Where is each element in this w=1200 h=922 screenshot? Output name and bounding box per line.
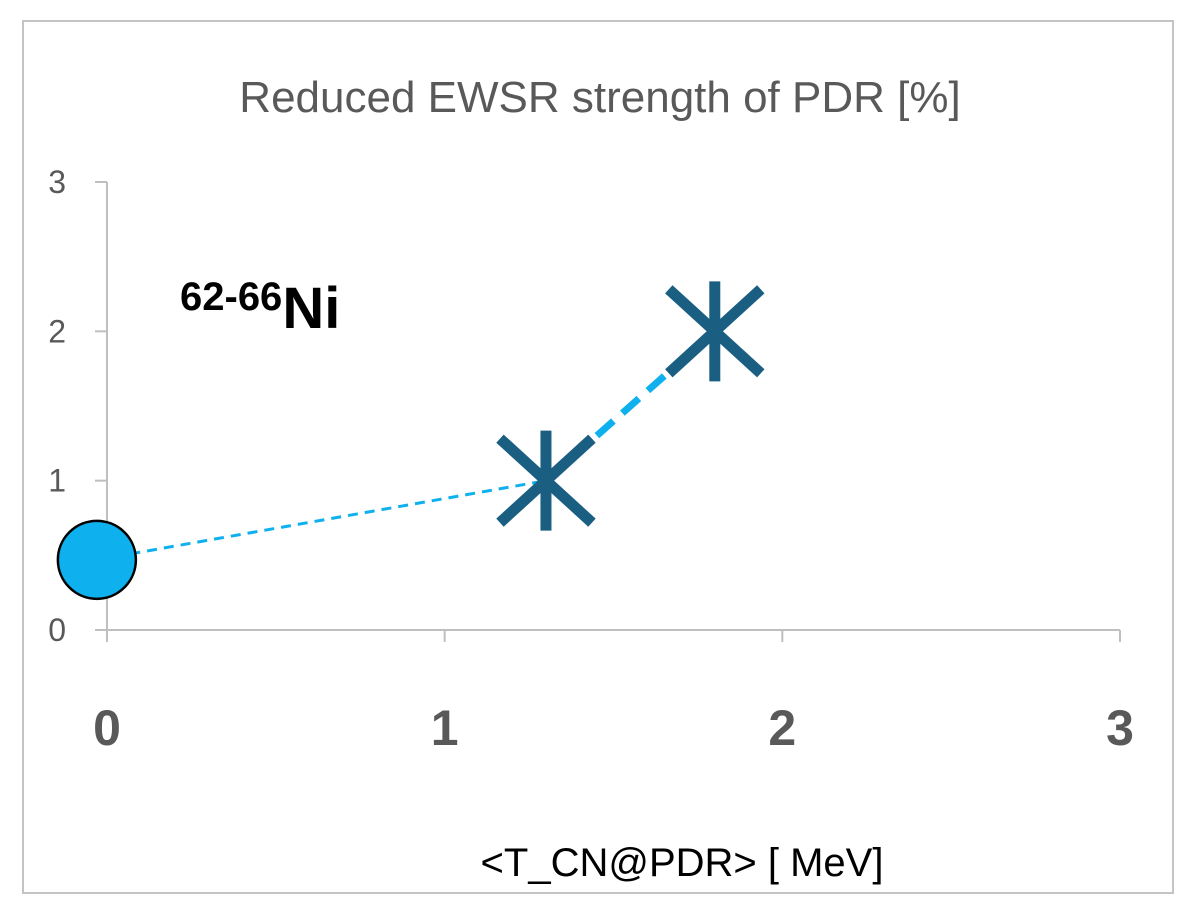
- x-tick-label: 3: [1106, 700, 1134, 756]
- trend-lines: [96, 328, 718, 562]
- annotation-element: Ni: [282, 276, 340, 341]
- data-points: [56, 281, 765, 601]
- data-point-circle: [56, 519, 138, 601]
- axes: 0 1 2 3 0 1 2 3: [48, 164, 1134, 756]
- nucleus-annotation: 62-66Ni: [180, 275, 340, 341]
- data-point-asterisk: [665, 281, 765, 382]
- trend-line: [96, 479, 547, 562]
- y-tick-label: 2: [48, 313, 66, 349]
- data-point-asterisk: [496, 430, 596, 531]
- y-tick-label: 1: [48, 463, 66, 499]
- x-tick-label: 0: [93, 700, 121, 756]
- x-axis-label: <T_CN@PDR> [ MeV]: [481, 841, 884, 885]
- annotation-mass-range: 62-66: [180, 275, 282, 319]
- chart-title: Reduced EWSR strength of PDR [%]: [239, 73, 960, 122]
- y-tick-label: 3: [48, 164, 66, 200]
- x-tick-label: 1: [431, 700, 459, 756]
- chart-frame: [22, 20, 1174, 894]
- y-tick-label: 0: [48, 612, 66, 648]
- x-tick-label: 2: [768, 700, 796, 756]
